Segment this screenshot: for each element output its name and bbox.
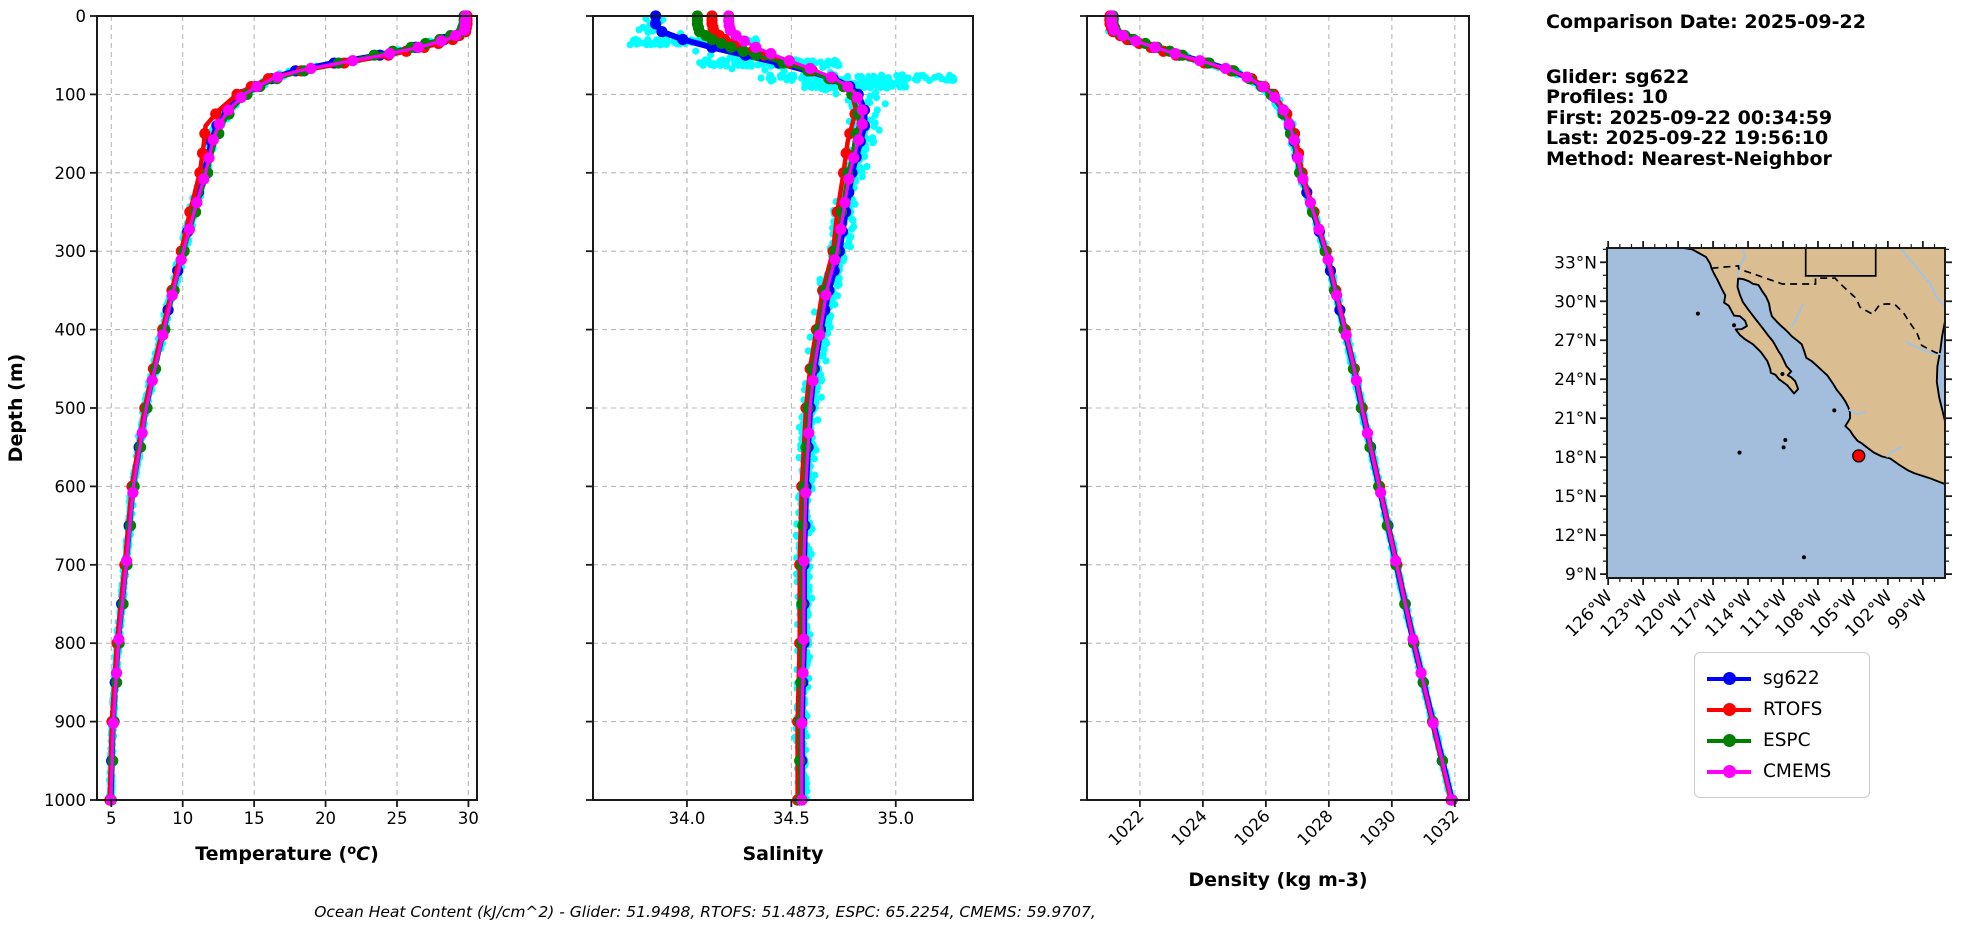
x-tick-label: 25 [387, 809, 408, 828]
temperature-axis-label: Temperature (oC) [195, 843, 379, 865]
depth-tick-label: 400 [55, 321, 87, 340]
map-island [1801, 555, 1806, 560]
legend: sg622 RTOFS ESPC CMEMS [1694, 652, 1870, 798]
map-river [1848, 408, 1866, 416]
map-river [1899, 248, 1945, 308]
x-tick-label: 1024 [1168, 806, 1211, 849]
x-tick-label: 15 [244, 809, 265, 828]
map-river [1790, 303, 1804, 329]
map-island [1732, 323, 1737, 328]
legend-label-espc: ESPC [1763, 730, 1811, 751]
depth-tick-label: 500 [55, 399, 87, 418]
x-tick-label: 1028 [1294, 806, 1337, 849]
depth-tick-label: 100 [55, 85, 87, 104]
legend-label-sg622: sg622 [1763, 668, 1820, 689]
glider-raw-scatter-temperature [105, 12, 472, 803]
temperature-plot: 5 10 15 20 25 3001002003004005006007008009001… [5, 7, 479, 865]
map-river [1886, 445, 1903, 458]
depth-axis-label: Depth (m) [5, 354, 27, 463]
depth-tick-label: 300 [55, 242, 87, 261]
depth-tick-label: 600 [55, 477, 87, 496]
map-lat-label: 24°N [1554, 370, 1597, 390]
legend-item-rtofs: RTOFS [1707, 694, 1857, 725]
x-tick-label: 10 [172, 809, 193, 828]
method-text: Method: Nearest-Neighbor [1546, 147, 1832, 170]
x-tick-label: 1022 [1105, 806, 1148, 849]
legend-label-cmems: CMEMS [1763, 761, 1832, 782]
map-island [1780, 372, 1785, 377]
legend-item-espc: ESPC [1707, 725, 1857, 756]
map-island [1695, 311, 1700, 316]
legend-label-rtofs: RTOFS [1763, 699, 1823, 720]
legend-item-sg622: sg622 [1707, 663, 1857, 694]
x-tick-label: 5 [106, 809, 117, 828]
x-tick-label: 20 [315, 809, 336, 828]
salinity-axis-label: Salinity [742, 843, 824, 865]
legend-item-cmems: CMEMS [1707, 756, 1857, 787]
map-state-border [1804, 248, 1877, 277]
ohc-caption: Ocean Heat Content (kJ/cm^2) - Glider: 5… [314, 903, 1096, 921]
x-tick-label: 1030 [1357, 806, 1400, 849]
x-tick-label: 34.5 [773, 809, 810, 828]
depth-tick-label: 200 [55, 164, 87, 183]
map-lat-label: 9°N [1565, 565, 1597, 585]
map-frame [1606, 247, 1946, 579]
series-markers-cmems-temperature [105, 10, 472, 806]
map-island [1737, 450, 1742, 455]
x-tick-label: 30 [458, 809, 479, 828]
map-lat-label: 21°N [1554, 409, 1597, 429]
sg622-line-marker-swatch [1707, 672, 1751, 686]
series-markers-cmems-salinity [723, 10, 868, 806]
map-international-border [1711, 264, 1943, 356]
depth-tick-label: 800 [55, 634, 87, 653]
map-lat-label: 30°N [1554, 292, 1597, 312]
map-island [1832, 408, 1837, 413]
depth-tick-label: 1000 [44, 791, 86, 810]
glider-raw-scatter-salinity [626, 12, 958, 803]
glider-raw-scatter-density [1103, 12, 1455, 803]
map-island [1781, 445, 1786, 450]
map-lat-label: 15°N [1554, 487, 1597, 507]
map-island [1783, 438, 1788, 443]
glider-position-marker [1852, 449, 1866, 463]
rtofs-line-marker-swatch [1707, 703, 1751, 717]
depth-tick-label: 0 [76, 7, 87, 26]
x-tick-label: 1032 [1420, 806, 1463, 849]
map-lat-label: 27°N [1554, 331, 1597, 351]
x-tick-label: 1026 [1231, 806, 1274, 849]
cmems-line-marker-swatch [1707, 765, 1751, 779]
map-lon-label: 99°W [1884, 586, 1931, 633]
map-lat-label: 18°N [1554, 448, 1597, 468]
map-land-mexico [1682, 248, 1945, 486]
x-tick-label: 35.0 [877, 809, 914, 828]
last-profile-time-text: Last: 2025-09-22 19:56:10 [1546, 127, 1829, 149]
density-axis-label: Density (kg m-3) [1188, 869, 1367, 891]
location-map: 33°N30°N27°N24°N21°N18°N15°N12°N9°N126°W… [1554, 241, 1952, 641]
map-lat-label: 12°N [1554, 526, 1597, 546]
density-plot: 1022 1024 1026 1028 1030 1032 Density (kg m-3) [1080, 10, 1470, 891]
depth-tick-label: 900 [55, 713, 87, 732]
espc-line-marker-swatch [1707, 734, 1751, 748]
map-river [1736, 248, 1746, 279]
depth-tick-label: 700 [55, 556, 87, 575]
metadata-panel: Comparison Date: 2025-09-22 Glider: sg62… [1546, 12, 1866, 169]
salinity-plot: 34.0 34.5 35.0 Salinity [586, 10, 974, 865]
map-gulf-of-mexico [1935, 320, 1945, 426]
x-tick-label: 34.0 [669, 809, 706, 828]
glider-name-text: Glider: sg622 [1546, 65, 1690, 88]
map-lat-label: 33°N [1554, 253, 1597, 273]
comparison-date-text: Comparison Date: 2025-09-22 [1546, 11, 1866, 33]
series-markers-cmems-density [1105, 10, 1458, 806]
profiles-count-text: Profiles: 10 [1546, 86, 1668, 108]
first-profile-time-text: First: 2025-09-22 00:34:59 [1546, 106, 1833, 129]
